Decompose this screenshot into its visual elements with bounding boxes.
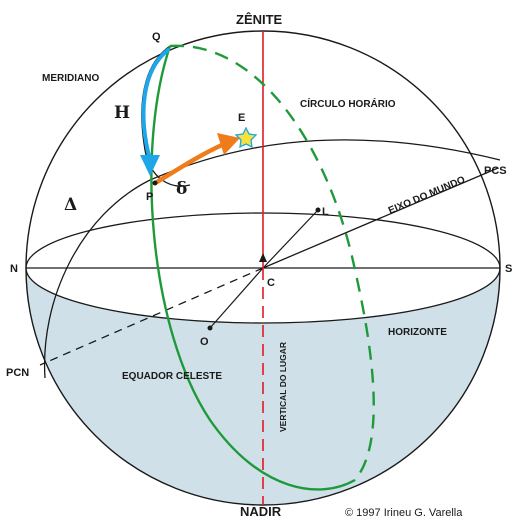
- point-c-label: C: [267, 277, 275, 289]
- point-l-marker: [315, 207, 321, 213]
- pcs-label: PCS: [484, 165, 507, 177]
- pcn-label: PCN: [6, 367, 29, 379]
- world-axis-hidden: [39, 267, 264, 366]
- point-o-marker: [207, 325, 213, 331]
- declination-arrow: [154, 142, 225, 185]
- declination-label: δ: [176, 179, 187, 199]
- hour-angle-label: H: [114, 103, 130, 123]
- hour-circle-label: CÍRCULO HORÁRIO: [300, 97, 396, 110]
- south-label: S: [505, 263, 512, 275]
- equator-label: EQUADOR CELESTE: [122, 371, 222, 382]
- point-l-label: L: [322, 206, 329, 218]
- c-to-l-line: [262, 209, 319, 269]
- north-label: N: [10, 263, 18, 275]
- point-p-label: P: [146, 191, 153, 203]
- vertical-label: VERTICAL DO LUGAR: [278, 342, 288, 432]
- celestial-equator-front: [150, 45, 356, 491]
- point-o-label: O: [200, 336, 209, 348]
- delta-label: Δ: [64, 195, 77, 215]
- center-marker-icon: [259, 253, 267, 262]
- point-p-marker: [152, 180, 158, 186]
- point-e-label: E: [238, 112, 245, 124]
- hour-circle: [43, 139, 501, 379]
- celestial-equator-back: [169, 44, 375, 481]
- c-to-o-line: [209, 267, 264, 329]
- horizon-label: HORIZONTE: [388, 327, 447, 338]
- nadir-label: NADIR: [240, 504, 282, 519]
- meridian-label: MERIDIANO: [42, 73, 99, 84]
- copyright-label: © 1997 Irineu G. Varella: [345, 507, 463, 519]
- hour-angle-arrow: [141, 48, 170, 162]
- world-axis: [262, 167, 499, 269]
- hour-angle-arrowhead-icon: [140, 155, 160, 176]
- point-q-label: Q: [152, 31, 161, 43]
- star-icon: [234, 126, 258, 149]
- world-axis-label: EIXO DO MUNDO: [387, 174, 467, 216]
- declination-arrowhead-icon: [217, 133, 240, 155]
- zenith-label: ZÊNITE: [236, 12, 283, 27]
